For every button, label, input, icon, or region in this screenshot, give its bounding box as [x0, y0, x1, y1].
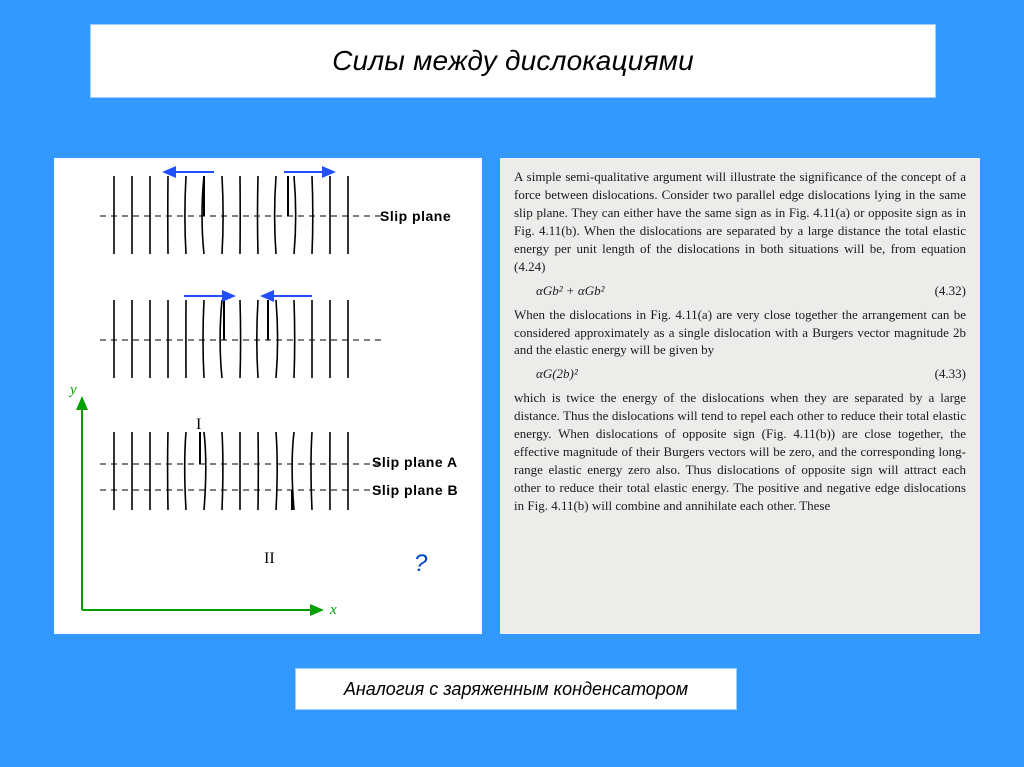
- equation-row-1: αGb² + αGb² (4.32): [514, 282, 966, 300]
- slip-plane-b-label: Slip plane B: [372, 482, 458, 498]
- roman-two: II: [264, 550, 275, 568]
- figure-panel: x y ? I II Slip plane Slip plane A Slip p…: [54, 158, 482, 634]
- slip-plane-label: Slip plane: [380, 208, 451, 224]
- equation-1-number: (4.32): [935, 282, 966, 300]
- equation-2-number: (4.33): [935, 365, 966, 383]
- equation-row-2: αG(2b)² (4.33): [514, 365, 966, 383]
- slip-plane-a-label: Slip plane A: [372, 454, 458, 470]
- svg-text:x: x: [329, 602, 337, 618]
- paragraph-3: which is twice the energy of the disloca…: [514, 389, 966, 515]
- title-box: Силы между дислокациями: [90, 24, 936, 98]
- equation-1: αGb² + αGb²: [514, 282, 605, 300]
- analogy-box: Аналогия с заряженным конденсатором: [295, 668, 737, 710]
- paragraph-1: A simple semi-qualitative argument will …: [514, 168, 966, 276]
- roman-one: I: [196, 416, 201, 434]
- analogy-text: Аналогия с заряженным конденсатором: [344, 679, 688, 700]
- question-mark: ?: [414, 550, 427, 578]
- paragraph-2: When the dislocations in Fig. 4.11(a) ar…: [514, 306, 966, 360]
- text-panel: A simple semi-qualitative argument will …: [500, 158, 980, 634]
- equation-2: αG(2b)²: [514, 365, 578, 383]
- slide-title: Силы между дислокациями: [332, 45, 694, 77]
- svg-text:y: y: [68, 382, 77, 398]
- slide: Силы между дислокациями x y ? I II Slip p…: [0, 0, 1024, 767]
